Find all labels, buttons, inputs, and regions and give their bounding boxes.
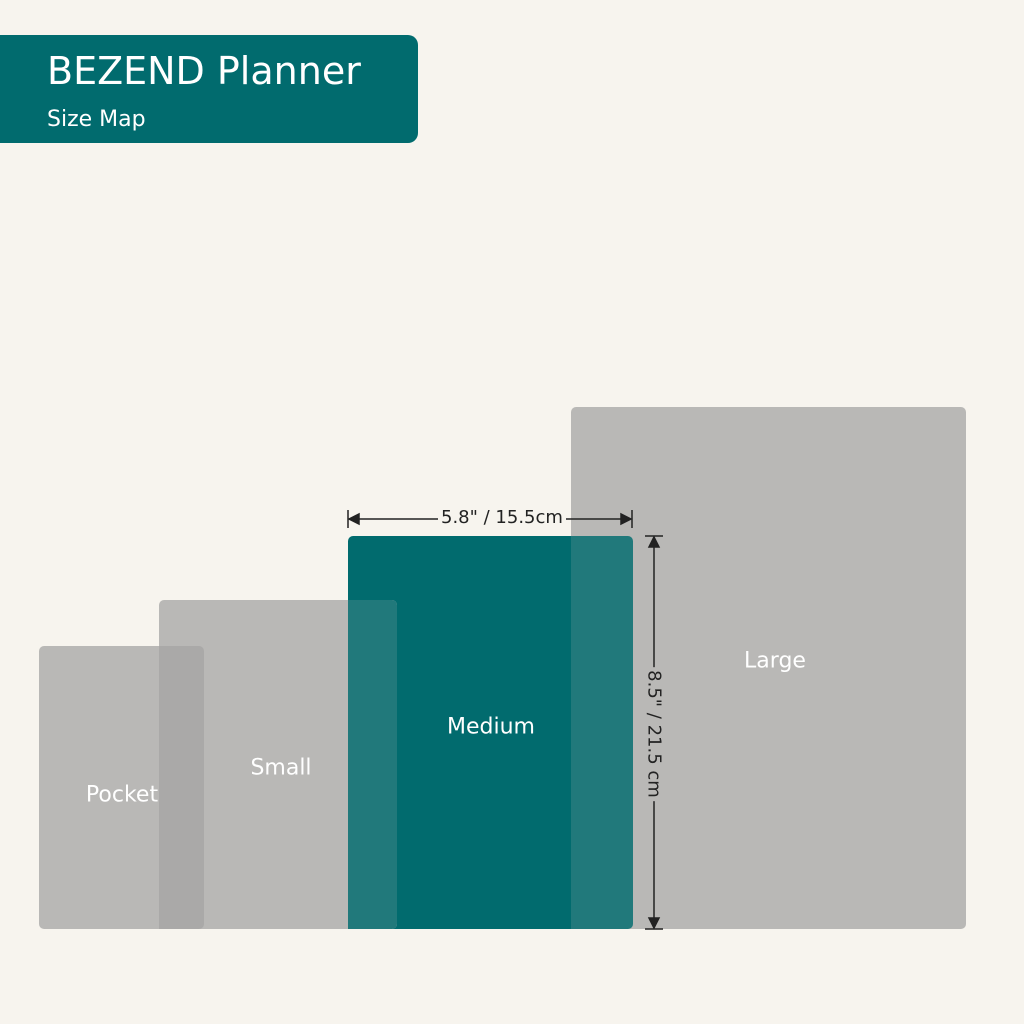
- label-large: Large: [744, 648, 806, 674]
- arrow-down-icon: [647, 917, 661, 930]
- height-dimension: 8.5" / 21.5 cm: [643, 667, 665, 801]
- overlap-pocket-small: [159, 646, 204, 929]
- title-banner: BEZEND Planner Size Map: [0, 35, 418, 143]
- title: BEZEND Planner: [47, 49, 361, 93]
- label-small: Small: [250, 755, 312, 781]
- label-pocket: Pocket: [85, 782, 159, 808]
- arrow-left-icon: [347, 512, 360, 526]
- overlap-medium-large: [571, 536, 633, 929]
- subtitle: Size Map: [47, 107, 146, 132]
- overlap-small-medium: [348, 600, 397, 929]
- arrow-up-icon: [647, 535, 661, 548]
- size-box-large: [571, 407, 966, 929]
- width-dimension: 5.8" / 15.5cm: [438, 507, 566, 528]
- arrow-right-icon: [620, 512, 633, 526]
- label-medium: Medium: [447, 714, 535, 740]
